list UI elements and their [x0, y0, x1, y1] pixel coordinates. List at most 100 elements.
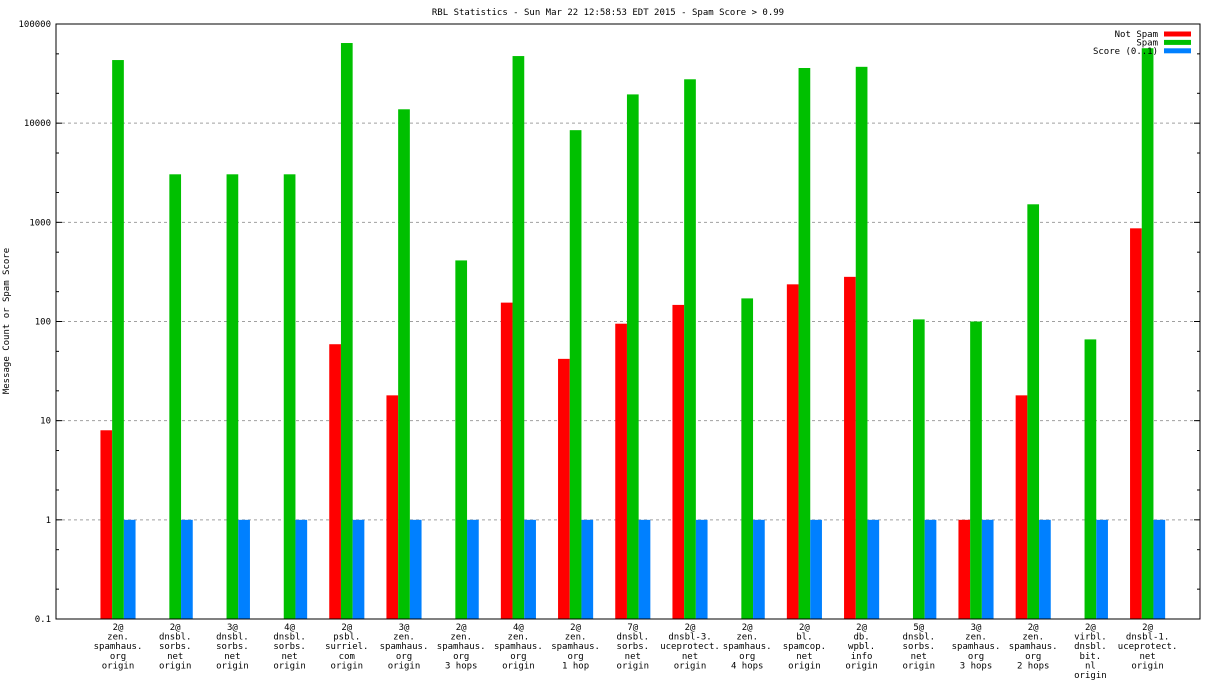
bar-not-spam	[844, 276, 856, 619]
bar-score	[867, 519, 880, 619]
x-tick-label: 3@	[971, 623, 982, 633]
bar-spam	[226, 174, 239, 619]
bar-spam	[798, 68, 811, 619]
x-tick-label: origin	[1131, 661, 1164, 671]
y-axis-label: Message Count or Spam Score	[2, 248, 12, 394]
x-tick-label: virbl.	[1074, 633, 1107, 643]
x-tick-label: origin	[502, 661, 535, 671]
y-tick-label: 10	[40, 417, 51, 427]
y-tick-label: 0.1	[35, 615, 51, 625]
x-tick-label: origin	[617, 661, 650, 671]
x-tick-label: org	[1025, 652, 1041, 662]
x-tick-label: origin	[388, 661, 421, 671]
x-tick-labels: 2@zen.spamhaus.orgorigin2@dnsbl.sorbs.ne…	[94, 623, 1178, 681]
x-tick-label: db.	[853, 633, 869, 643]
bar-score	[409, 519, 422, 619]
bar-spam	[398, 109, 410, 620]
x-tick-label: spamhaus.	[94, 642, 143, 652]
x-tick-label: origin	[674, 661, 707, 671]
x-tick-label: zen.	[393, 633, 415, 643]
legend-swatch	[1164, 48, 1191, 54]
x-tick-label: 5@	[913, 623, 924, 633]
bar-not-spam	[958, 519, 971, 619]
x-tick-label: origin	[102, 661, 135, 671]
bar-spam	[112, 60, 124, 620]
y-tick-label: 100000	[18, 20, 51, 30]
x-tick-label: 3 hops	[445, 661, 478, 671]
x-tick-label: spamhaus.	[1009, 642, 1058, 652]
x-tick-label: origin	[216, 661, 249, 671]
x-tick-label: nl	[1085, 661, 1096, 671]
x-tick-label: origin	[845, 661, 878, 671]
bar-spam	[283, 174, 296, 619]
x-tick-label: spamhaus.	[723, 642, 772, 652]
bar-score	[981, 519, 994, 619]
x-tick-label: spamhaus.	[380, 642, 429, 652]
bar-score	[467, 519, 479, 619]
x-tick-label: org	[567, 652, 583, 662]
bar-spam	[970, 321, 982, 619]
x-tick-label: org	[739, 652, 755, 662]
x-tick-label: 3@	[227, 623, 238, 633]
bar-spam	[912, 319, 925, 619]
x-tick-label: zen.	[508, 633, 530, 643]
bars	[100, 43, 1166, 620]
legend-swatch	[1164, 39, 1191, 45]
x-tick-label: net	[625, 652, 641, 662]
bar-spam	[569, 130, 582, 619]
bar-score	[295, 519, 308, 619]
x-tick-label: zen.	[107, 633, 129, 643]
bar-not-spam	[100, 430, 113, 619]
bar-score	[238, 519, 250, 619]
x-tick-label: dnsbl.	[273, 633, 306, 643]
bar-score	[524, 519, 536, 619]
bar-not-spam	[329, 344, 341, 619]
x-tick-label: 2@	[742, 623, 753, 633]
legend-label: Score (0..1)	[1093, 47, 1158, 57]
x-tick-label: spamcop.	[783, 642, 826, 652]
x-tick-label: 2@	[856, 623, 867, 633]
bar-score	[181, 519, 193, 619]
bar-spam	[741, 298, 754, 619]
x-tick-label: bl.	[796, 633, 812, 643]
x-tick-label: 2@	[113, 623, 124, 633]
x-tick-label: sorbs.	[617, 642, 650, 652]
x-tick-label: psbl.	[333, 633, 360, 643]
x-tick-label: 2@	[799, 623, 810, 633]
x-tick-label: wpbl.	[848, 642, 875, 652]
x-tick-label: origin	[903, 661, 936, 671]
bar-not-spam	[672, 304, 685, 619]
x-tick-label: 2@	[685, 623, 696, 633]
y-tick-labels: 0.1 1 10 100 1000 10000 100000	[18, 20, 51, 625]
x-tick-label: spamhaus.	[494, 642, 543, 652]
x-tick-label: origin	[159, 661, 192, 671]
chart-title: RBL Statistics - Sun Mar 22 12:58:53 EDT…	[432, 8, 784, 18]
bar-spam	[855, 66, 868, 619]
x-tick-label: 3 hops	[960, 661, 993, 671]
bar-score	[123, 519, 136, 619]
x-tick-label: zen.	[965, 633, 987, 643]
bar-score	[1039, 519, 1051, 619]
x-tick-label: uceprotect.	[660, 642, 720, 652]
x-tick-label: 2@	[1142, 623, 1153, 633]
plot-border	[55, 23, 1201, 620]
bar-not-spam	[786, 284, 799, 619]
x-tick-label: org	[510, 652, 526, 662]
x-tick-label: origin	[788, 661, 821, 671]
y-tick-label: 1000	[29, 218, 51, 228]
bar-score	[581, 519, 594, 619]
bar-spam	[455, 260, 468, 619]
x-tick-label: surriel.	[325, 642, 368, 652]
x-tick-label: net	[911, 652, 927, 662]
bar-score	[810, 519, 822, 619]
x-tick-label: 7@	[627, 623, 638, 633]
bar-not-spam	[500, 302, 513, 619]
bar-spam	[169, 174, 182, 619]
x-tick-label: 2@	[456, 623, 467, 633]
x-tick-label: org	[968, 652, 984, 662]
x-tick-label: sorbs.	[159, 642, 192, 652]
legend-label: Not Spam	[1115, 30, 1158, 40]
x-tick-label: net	[682, 652, 698, 662]
bar-score	[638, 519, 651, 619]
x-tick-label: sorbs.	[273, 642, 306, 652]
